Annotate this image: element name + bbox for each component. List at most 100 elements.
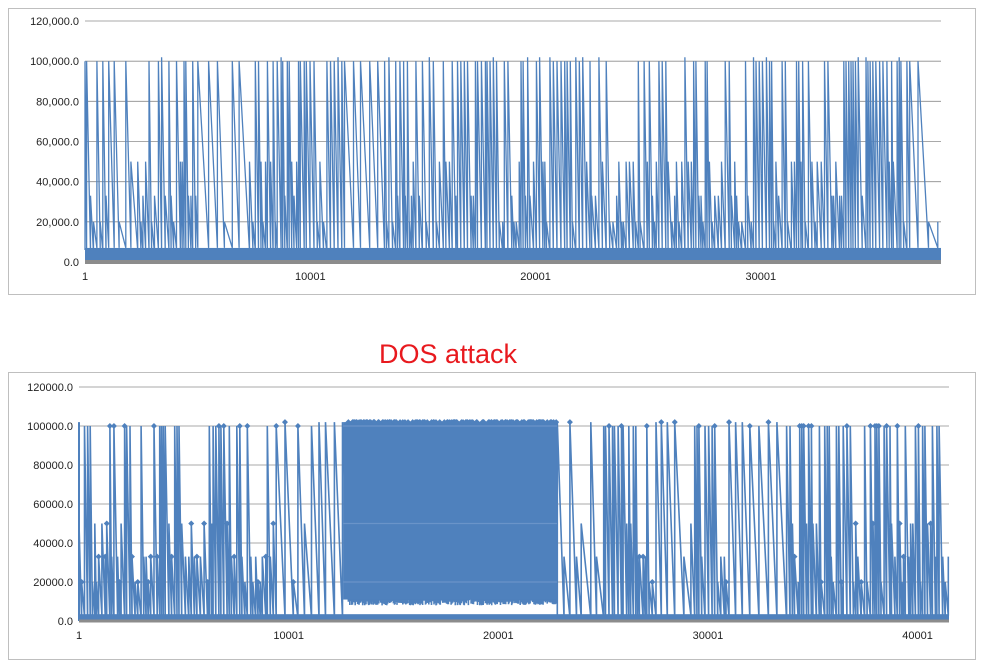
data-point-marker xyxy=(204,579,211,585)
data-point-marker xyxy=(270,520,277,527)
y-tick-label: 100,000.0 xyxy=(30,56,79,68)
data-point-marker xyxy=(201,520,208,527)
x-tick-label: 30001 xyxy=(693,630,724,642)
y-tick-label: 120,000.0 xyxy=(30,16,79,28)
chart-bottom: 0.0 20000.0 40000.0 60000.0 80000.0 100000.0 1… xyxy=(8,372,976,660)
y-tick-label: 80,000.0 xyxy=(36,96,79,108)
y-tick-label: 40,000.0 xyxy=(36,177,79,189)
data-point-marker xyxy=(473,419,480,426)
data-point-marker xyxy=(915,423,922,429)
x-tick-label: 1 xyxy=(76,630,82,642)
data-point-marker xyxy=(102,553,109,560)
chart-bottom-svg: 0.0 20000.0 40000.0 60000.0 80000.0 100000.0 1… xyxy=(27,382,950,642)
data-point-marker xyxy=(791,553,798,560)
baseline-band xyxy=(79,614,949,621)
y-tick-label: 20000.0 xyxy=(33,577,73,589)
data-point-marker xyxy=(765,419,772,426)
x-tick-label: 40001 xyxy=(902,630,933,642)
data-point-marker xyxy=(193,553,200,560)
data-point-marker xyxy=(843,423,850,429)
data-point-marker xyxy=(168,553,175,560)
data-point-marker xyxy=(606,423,613,429)
data-point-marker xyxy=(224,520,231,527)
data-point-marker xyxy=(424,419,431,426)
dos-attack-label: DOS attack xyxy=(378,339,518,369)
data-point-marker xyxy=(852,520,859,527)
data-point-marker xyxy=(262,553,269,560)
y-tick-label: 20,000.0 xyxy=(36,217,79,229)
data-point-marker xyxy=(800,423,807,429)
data-point-marker xyxy=(867,423,874,429)
data-point-marker xyxy=(636,553,643,560)
data-point-marker xyxy=(530,419,537,426)
data-point-marker xyxy=(375,419,382,426)
data-point-marker xyxy=(231,553,238,560)
data-point-marker xyxy=(838,579,845,585)
data-point-marker xyxy=(927,520,934,527)
data-point-marker xyxy=(711,423,718,429)
data-point-marker xyxy=(345,419,352,426)
series-line xyxy=(84,57,939,254)
y-tick-label: 80000.0 xyxy=(33,460,73,472)
y-tick-label: 0.0 xyxy=(64,257,79,269)
y-tick-label: 0.0 xyxy=(58,616,73,628)
data-point-marker xyxy=(896,520,903,527)
data-point-marker xyxy=(869,520,876,527)
data-point-marker xyxy=(145,579,152,585)
baseline-band xyxy=(85,247,941,262)
x-tick-label: 20001 xyxy=(483,630,514,642)
data-point-marker xyxy=(401,419,408,426)
data-point-marker xyxy=(695,423,702,429)
data-point-marker xyxy=(649,579,656,585)
data-point-marker xyxy=(521,419,528,426)
data-point-marker xyxy=(553,419,560,426)
data-point-marker xyxy=(116,579,123,585)
data-point-marker xyxy=(436,419,443,426)
data-point-marker xyxy=(808,423,815,429)
data-point-marker xyxy=(726,419,733,426)
x-tick-label: 20001 xyxy=(520,271,551,283)
data-point-marker xyxy=(244,423,251,429)
data-point-marker xyxy=(281,419,288,426)
x-tick-label: 10001 xyxy=(273,630,304,642)
x-tick-label: 1 xyxy=(82,271,88,283)
data-point-marker xyxy=(544,419,551,426)
y-tick-label: 40000.0 xyxy=(33,538,73,550)
data-point-marker xyxy=(432,419,439,426)
data-point-marker xyxy=(900,553,907,560)
data-point-marker xyxy=(453,419,460,426)
data-point-marker xyxy=(643,423,650,429)
data-point-marker xyxy=(255,579,262,585)
data-point-marker xyxy=(103,520,110,527)
data-point-marker xyxy=(95,553,102,560)
data-point-marker xyxy=(220,423,227,429)
data-point-marker xyxy=(618,423,625,429)
data-point-marker xyxy=(188,520,195,527)
chart-top: 0.0 20,000.0 40,000.0 60,000.0 80,000.0 100,0… xyxy=(8,8,976,295)
data-point-marker xyxy=(405,419,412,426)
data-point-marker xyxy=(858,579,865,585)
data-point-marker xyxy=(510,419,517,426)
data-point-marker xyxy=(78,579,85,585)
data-point-marker xyxy=(894,423,901,429)
y-tick-label: 120000.0 xyxy=(27,382,73,394)
data-point-marker xyxy=(722,579,729,585)
data-point-marker xyxy=(883,423,890,429)
data-point-marker xyxy=(128,553,135,560)
data-point-marker xyxy=(106,423,113,429)
data-point-marker xyxy=(746,423,753,429)
y-tick-label: 100000.0 xyxy=(27,421,73,433)
data-point-marker xyxy=(121,423,128,429)
data-point-marker xyxy=(875,423,882,429)
data-point-marker xyxy=(294,423,301,429)
data-point-marker xyxy=(154,553,161,560)
data-point-marker xyxy=(671,419,678,426)
data-point-marker xyxy=(658,419,665,426)
data-point-marker xyxy=(514,419,521,426)
y-tick-label: 60000.0 xyxy=(33,499,73,511)
data-point-marker xyxy=(273,423,280,429)
data-point-marker xyxy=(147,553,154,560)
data-point-marker xyxy=(215,423,222,429)
data-point-marker xyxy=(469,419,476,426)
data-point-marker xyxy=(290,579,297,585)
